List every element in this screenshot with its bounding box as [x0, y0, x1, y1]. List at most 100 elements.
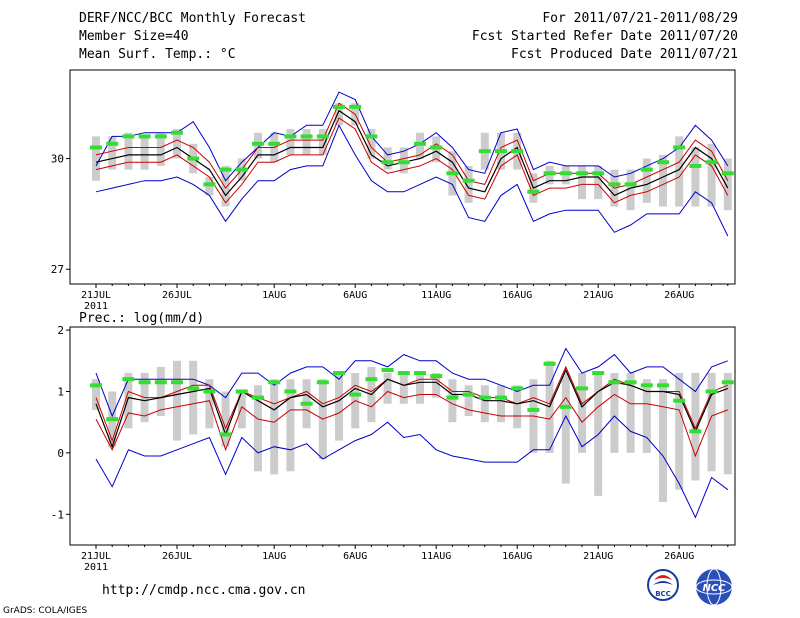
x-tick-label: 21AUG: [583, 290, 613, 301]
observed-mark: [187, 156, 200, 161]
observed-mark: [673, 145, 686, 150]
observed-mark: [511, 386, 524, 391]
x-tick-label: 6AUG: [343, 290, 367, 301]
spread-bar: [497, 385, 505, 423]
ncc-logo-text: NCC: [702, 583, 726, 594]
observed-mark: [268, 380, 281, 385]
spread-bar: [335, 373, 343, 441]
member-size: Member Size=40: [79, 29, 189, 44]
spread-bar: [610, 373, 619, 453]
series-line-upper: [95, 102, 729, 189]
series-line-min: [95, 414, 729, 519]
observed-mark: [349, 104, 362, 109]
spread-bar: [399, 373, 408, 404]
spread-bar: [318, 129, 327, 155]
x-tick-label: 21AUG: [583, 551, 613, 562]
fcst-produced-date: Fcst Produced Date 2011/07/21: [511, 47, 738, 62]
ncc-logo: NCC: [695, 568, 733, 606]
observed-mark: [397, 371, 410, 376]
spread-bar: [254, 385, 262, 472]
spread-bar: [416, 373, 424, 404]
observed-mark: [624, 380, 637, 385]
observed-mark: [333, 371, 345, 376]
chart-title: DERF/NCC/BCC Monthly Forecast: [79, 11, 306, 26]
precipitation-panel: -1 0 1 2 21JUL 26JUL 1AUG 6AUG 11AUG 16AUG 21AUG 26…: [51, 324, 736, 573]
series-line-min: [95, 124, 729, 237]
observed-mark: [106, 141, 119, 146]
observed-mark: [187, 386, 200, 391]
spread-bar: [675, 136, 684, 207]
observed-mark: [430, 145, 443, 150]
spread-bar: [286, 129, 295, 155]
observed-mark: [657, 160, 669, 165]
observed-mark: [705, 389, 718, 394]
x-tick-label: 21JUL: [81, 551, 111, 562]
series-line-mean: [95, 368, 729, 449]
observed-mark: [235, 389, 248, 394]
spread-bar: [561, 373, 570, 484]
observed-mark: [219, 167, 232, 172]
temp-variable-label: Mean Surf. Temp.: °C: [79, 47, 236, 62]
spread-bar: [302, 129, 311, 155]
spread-bar: [578, 373, 586, 453]
observed-mark: [171, 380, 183, 385]
observed-mark: [268, 141, 281, 146]
observed-mark: [300, 401, 313, 406]
spread-bar: [221, 391, 230, 447]
observed-mark: [154, 380, 167, 385]
source-url[interactable]: http://cmdp.ncc.cma.gov.cn: [102, 583, 306, 598]
observed-mark: [478, 149, 491, 154]
observed-mark: [284, 134, 297, 139]
observed-mark: [430, 374, 443, 379]
spread-bar: [205, 379, 214, 429]
spread-bar: [383, 147, 392, 170]
observed-mark: [106, 417, 119, 422]
observed-mark: [576, 386, 588, 391]
observed-mark: [527, 189, 540, 194]
series-line-upper: [95, 365, 728, 443]
observed-mark: [495, 149, 507, 154]
spread-bar: [124, 373, 133, 429]
y-tick-label: 0: [57, 447, 64, 460]
observed-mark: [381, 160, 394, 165]
observed-mark: [705, 160, 718, 165]
spread-bar: [480, 385, 489, 423]
x-tick-label: 26JUL: [162, 551, 192, 562]
spread-bar: [335, 103, 343, 126]
observed-mark: [576, 171, 588, 176]
spread-bar: [432, 373, 441, 398]
observed-mark: [689, 163, 702, 168]
plot-frame: [69, 69, 736, 285]
observed-mark: [721, 380, 734, 385]
observed-mark: [316, 380, 329, 385]
y-tick-label: 1: [57, 385, 64, 398]
spread-bar: [723, 373, 732, 475]
x-tick-label: 1AUG: [262, 290, 286, 301]
spread-bar: [578, 165, 586, 200]
spread-bar: [173, 129, 181, 159]
spread-bar: [156, 366, 165, 417]
plot-frame: [69, 326, 736, 546]
observed-mark: [349, 392, 362, 397]
spread-bar: [173, 360, 181, 441]
observed-mark: [300, 134, 313, 139]
series-line-max: [95, 347, 728, 418]
observed-mark: [527, 407, 540, 412]
observed-mark: [462, 178, 475, 183]
spread-bar: [448, 379, 457, 423]
spread-bar: [691, 147, 700, 207]
series-line-mean: [95, 109, 729, 197]
observed-mark: [495, 395, 507, 400]
spread-bar: [594, 165, 603, 200]
observed-mark: [365, 134, 378, 139]
spread-bar: [464, 165, 473, 203]
x-tick-label: 16AUG: [502, 290, 532, 301]
observed-mark: [640, 167, 653, 172]
observed-mark: [592, 171, 605, 176]
spread-bar: [270, 379, 279, 475]
spread-bar: [367, 129, 376, 159]
spread-bar: [108, 136, 117, 170]
observed-mark: [203, 182, 216, 187]
observed-mark: [608, 182, 621, 187]
